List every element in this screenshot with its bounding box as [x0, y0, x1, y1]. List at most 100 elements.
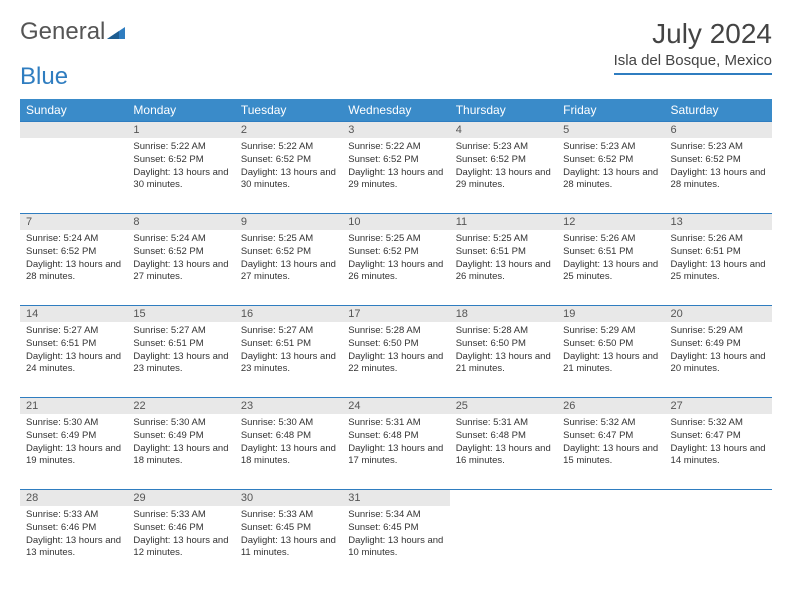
day-details: Sunrise: 5:22 AMSunset: 6:52 PMDaylight:…: [127, 138, 234, 196]
calendar-cell: 31Sunrise: 5:34 AMSunset: 6:45 PMDayligh…: [342, 490, 449, 582]
calendar-cell: [557, 490, 664, 582]
calendar-cell: 29Sunrise: 5:33 AMSunset: 6:46 PMDayligh…: [127, 490, 234, 582]
calendar-row: 21Sunrise: 5:30 AMSunset: 6:49 PMDayligh…: [20, 398, 772, 490]
calendar-cell: 15Sunrise: 5:27 AMSunset: 6:51 PMDayligh…: [127, 306, 234, 398]
day-details: Sunrise: 5:27 AMSunset: 6:51 PMDaylight:…: [235, 322, 342, 380]
day-details: Sunrise: 5:25 AMSunset: 6:52 PMDaylight:…: [235, 230, 342, 288]
calendar-cell: 8Sunrise: 5:24 AMSunset: 6:52 PMDaylight…: [127, 214, 234, 306]
day-details: Sunrise: 5:29 AMSunset: 6:50 PMDaylight:…: [557, 322, 664, 380]
calendar-cell: 11Sunrise: 5:25 AMSunset: 6:51 PMDayligh…: [450, 214, 557, 306]
calendar-cell: 12Sunrise: 5:26 AMSunset: 6:51 PMDayligh…: [557, 214, 664, 306]
calendar-cell: 27Sunrise: 5:32 AMSunset: 6:47 PMDayligh…: [665, 398, 772, 490]
day-details: Sunrise: 5:22 AMSunset: 6:52 PMDaylight:…: [342, 138, 449, 196]
day-number: 21: [20, 398, 127, 414]
calendar-cell: 21Sunrise: 5:30 AMSunset: 6:49 PMDayligh…: [20, 398, 127, 490]
day-details: Sunrise: 5:24 AMSunset: 6:52 PMDaylight:…: [127, 230, 234, 288]
title-location: Isla del Bosque, Mexico: [614, 52, 772, 75]
calendar-table: Sunday Monday Tuesday Wednesday Thursday…: [20, 99, 772, 582]
calendar-cell: 24Sunrise: 5:31 AMSunset: 6:48 PMDayligh…: [342, 398, 449, 490]
day-number: 17: [342, 306, 449, 322]
weekday-header: Monday: [127, 99, 234, 122]
title-block: July 2024 Isla del Bosque, Mexico: [614, 18, 772, 75]
day-details: Sunrise: 5:31 AMSunset: 6:48 PMDaylight:…: [342, 414, 449, 472]
day-number: 6: [665, 122, 772, 138]
calendar-cell: 13Sunrise: 5:26 AMSunset: 6:51 PMDayligh…: [665, 214, 772, 306]
calendar-cell: 28Sunrise: 5:33 AMSunset: 6:46 PMDayligh…: [20, 490, 127, 582]
day-details: Sunrise: 5:30 AMSunset: 6:48 PMDaylight:…: [235, 414, 342, 472]
day-number: 20: [665, 306, 772, 322]
day-details: Sunrise: 5:25 AMSunset: 6:52 PMDaylight:…: [342, 230, 449, 288]
day-number: 25: [450, 398, 557, 414]
day-number: 27: [665, 398, 772, 414]
calendar-cell: 9Sunrise: 5:25 AMSunset: 6:52 PMDaylight…: [235, 214, 342, 306]
day-number: 16: [235, 306, 342, 322]
logo-general: General: [20, 18, 105, 46]
calendar-cell: [450, 490, 557, 582]
day-number: 1: [127, 122, 234, 138]
calendar-cell: 2Sunrise: 5:22 AMSunset: 6:52 PMDaylight…: [235, 122, 342, 214]
day-number: 3: [342, 122, 449, 138]
day-number: 13: [665, 214, 772, 230]
day-details: Sunrise: 5:26 AMSunset: 6:51 PMDaylight:…: [665, 230, 772, 288]
day-number: 19: [557, 306, 664, 322]
day-number: 28: [20, 490, 127, 506]
calendar-cell: 4Sunrise: 5:23 AMSunset: 6:52 PMDaylight…: [450, 122, 557, 214]
calendar-cell: 19Sunrise: 5:29 AMSunset: 6:50 PMDayligh…: [557, 306, 664, 398]
calendar-row: 14Sunrise: 5:27 AMSunset: 6:51 PMDayligh…: [20, 306, 772, 398]
day-number: 29: [127, 490, 234, 506]
calendar-cell: 16Sunrise: 5:27 AMSunset: 6:51 PMDayligh…: [235, 306, 342, 398]
calendar-cell: 10Sunrise: 5:25 AMSunset: 6:52 PMDayligh…: [342, 214, 449, 306]
day-details: Sunrise: 5:33 AMSunset: 6:45 PMDaylight:…: [235, 506, 342, 564]
calendar-cell: 5Sunrise: 5:23 AMSunset: 6:52 PMDaylight…: [557, 122, 664, 214]
day-number: 15: [127, 306, 234, 322]
day-details: Sunrise: 5:23 AMSunset: 6:52 PMDaylight:…: [665, 138, 772, 196]
calendar-cell: 23Sunrise: 5:30 AMSunset: 6:48 PMDayligh…: [235, 398, 342, 490]
weekday-header: Tuesday: [235, 99, 342, 122]
calendar-cell: 26Sunrise: 5:32 AMSunset: 6:47 PMDayligh…: [557, 398, 664, 490]
day-details: Sunrise: 5:29 AMSunset: 6:49 PMDaylight:…: [665, 322, 772, 380]
weekday-header: Saturday: [665, 99, 772, 122]
day-details: Sunrise: 5:23 AMSunset: 6:52 PMDaylight:…: [450, 138, 557, 196]
day-details: Sunrise: 5:30 AMSunset: 6:49 PMDaylight:…: [20, 414, 127, 472]
day-number: 23: [235, 398, 342, 414]
weekday-header: Wednesday: [342, 99, 449, 122]
weekday-header-row: Sunday Monday Tuesday Wednesday Thursday…: [20, 99, 772, 122]
calendar-row: 28Sunrise: 5:33 AMSunset: 6:46 PMDayligh…: [20, 490, 772, 582]
weekday-header: Friday: [557, 99, 664, 122]
calendar-cell: 14Sunrise: 5:27 AMSunset: 6:51 PMDayligh…: [20, 306, 127, 398]
calendar-cell: 22Sunrise: 5:30 AMSunset: 6:49 PMDayligh…: [127, 398, 234, 490]
day-number: 31: [342, 490, 449, 506]
day-number: 30: [235, 490, 342, 506]
day-number: 5: [557, 122, 664, 138]
day-details: Sunrise: 5:33 AMSunset: 6:46 PMDaylight:…: [20, 506, 127, 564]
calendar-cell: 3Sunrise: 5:22 AMSunset: 6:52 PMDaylight…: [342, 122, 449, 214]
day-details: Sunrise: 5:25 AMSunset: 6:51 PMDaylight:…: [450, 230, 557, 288]
logo-triangle-icon: [107, 18, 125, 46]
calendar-cell: 30Sunrise: 5:33 AMSunset: 6:45 PMDayligh…: [235, 490, 342, 582]
day-details: Sunrise: 5:30 AMSunset: 6:49 PMDaylight:…: [127, 414, 234, 472]
day-details: Sunrise: 5:32 AMSunset: 6:47 PMDaylight:…: [665, 414, 772, 472]
calendar-cell: 17Sunrise: 5:28 AMSunset: 6:50 PMDayligh…: [342, 306, 449, 398]
day-number: 8: [127, 214, 234, 230]
day-number: 11: [450, 214, 557, 230]
weekday-header: Sunday: [20, 99, 127, 122]
logo: General: [20, 18, 125, 46]
day-details: Sunrise: 5:24 AMSunset: 6:52 PMDaylight:…: [20, 230, 127, 288]
day-details: Sunrise: 5:26 AMSunset: 6:51 PMDaylight:…: [557, 230, 664, 288]
calendar-cell: 7Sunrise: 5:24 AMSunset: 6:52 PMDaylight…: [20, 214, 127, 306]
calendar-cell: 20Sunrise: 5:29 AMSunset: 6:49 PMDayligh…: [665, 306, 772, 398]
title-month: July 2024: [614, 18, 772, 50]
day-number: 7: [20, 214, 127, 230]
day-details: Sunrise: 5:34 AMSunset: 6:45 PMDaylight:…: [342, 506, 449, 564]
day-number: 22: [127, 398, 234, 414]
calendar-cell: 6Sunrise: 5:23 AMSunset: 6:52 PMDaylight…: [665, 122, 772, 214]
day-number: 24: [342, 398, 449, 414]
day-details: Sunrise: 5:23 AMSunset: 6:52 PMDaylight:…: [557, 138, 664, 196]
day-number: 9: [235, 214, 342, 230]
calendar-row: 1Sunrise: 5:22 AMSunset: 6:52 PMDaylight…: [20, 122, 772, 214]
day-details: Sunrise: 5:33 AMSunset: 6:46 PMDaylight:…: [127, 506, 234, 564]
calendar-cell: 18Sunrise: 5:28 AMSunset: 6:50 PMDayligh…: [450, 306, 557, 398]
day-details: Sunrise: 5:27 AMSunset: 6:51 PMDaylight:…: [20, 322, 127, 380]
day-details: Sunrise: 5:28 AMSunset: 6:50 PMDaylight:…: [450, 322, 557, 380]
calendar-row: 7Sunrise: 5:24 AMSunset: 6:52 PMDaylight…: [20, 214, 772, 306]
